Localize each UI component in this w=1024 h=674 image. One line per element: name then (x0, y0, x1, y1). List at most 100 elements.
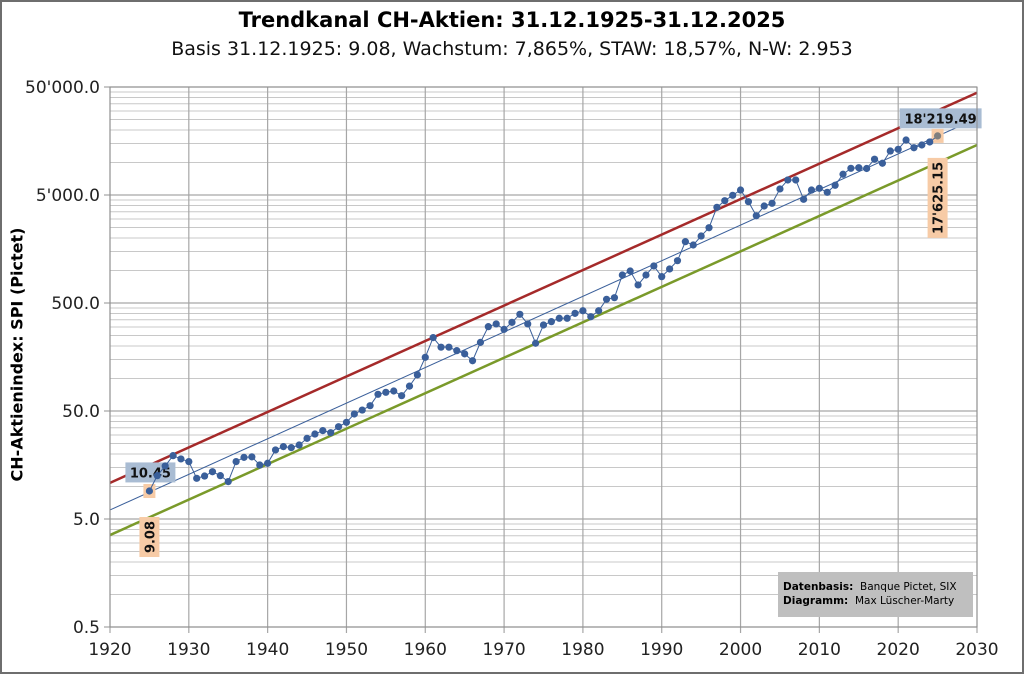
data-point (453, 347, 461, 355)
data-point (768, 199, 776, 207)
y-tick-label: 500.0 (51, 294, 100, 314)
y-tick-label: 5'000.0 (36, 186, 100, 206)
data-point (831, 181, 839, 189)
data-point (161, 462, 169, 470)
y-tick-label: 50.0 (62, 402, 100, 422)
data-point (405, 382, 414, 390)
chart-title: Trendkanal CH-Aktien: 31.12.1925-31.12.2… (238, 8, 786, 32)
data-point (185, 458, 193, 466)
data-point (563, 314, 571, 322)
x-tick-label: 2020 (877, 640, 920, 660)
data-point (287, 444, 295, 452)
data-point (382, 388, 390, 396)
data-point (248, 453, 256, 461)
data-point (713, 203, 721, 211)
data-point (240, 453, 248, 461)
data-point (752, 212, 760, 220)
data-point (484, 323, 492, 331)
data-point (366, 402, 374, 410)
data-point (547, 318, 555, 326)
data-point (358, 406, 366, 414)
data-point (398, 392, 406, 400)
data-point (642, 271, 650, 279)
annotation-label: 18'219.49 (904, 112, 976, 127)
data-point (437, 343, 445, 351)
data-point (792, 176, 800, 184)
data-point (689, 241, 697, 249)
data-point (256, 461, 264, 469)
data-point (271, 446, 280, 454)
data-point (823, 188, 831, 196)
data-point (579, 307, 587, 315)
annotation-label: 10.45 (130, 466, 171, 481)
data-point (902, 136, 910, 144)
data-point (736, 186, 745, 194)
series-line-trend (109, 117, 978, 511)
data-point (516, 310, 524, 318)
source-label: Datenbasis: (783, 581, 854, 593)
data-point (264, 459, 272, 467)
data-point (800, 195, 808, 203)
author-label: Diagramm: (783, 595, 849, 607)
x-tick-label: 1930 (167, 640, 210, 660)
data-point (539, 321, 548, 329)
data-point (926, 138, 934, 146)
data-point (784, 176, 792, 184)
y-tick-label: 50'000.0 (25, 78, 100, 98)
data-point (744, 198, 753, 206)
data-point (524, 320, 532, 328)
data-point (413, 371, 421, 379)
data-point (500, 325, 508, 333)
data-point (374, 390, 382, 398)
annotation-box (899, 108, 982, 129)
data-point (626, 267, 634, 275)
data-point (445, 343, 453, 351)
x-tick-label: 2010 (798, 640, 841, 660)
data-point (870, 155, 879, 163)
data-point (303, 434, 311, 442)
data-point (681, 238, 689, 246)
author-value: Max Lüscher-Marty (854, 595, 955, 607)
annotation-label: 17'625.15 (932, 162, 947, 234)
data-point (666, 265, 674, 273)
data-point (461, 350, 469, 358)
data-point (729, 191, 737, 199)
data-point (658, 273, 666, 281)
data-point (807, 186, 816, 194)
data-point (177, 455, 185, 463)
x-tick-label: 1950 (325, 640, 368, 660)
data-point (933, 132, 942, 140)
data-point (918, 141, 926, 149)
data-point (468, 357, 477, 365)
x-tick-label: 1970 (482, 640, 525, 660)
y-tick-label: 0.5 (73, 618, 100, 638)
data-point (886, 147, 894, 155)
data-point (705, 224, 713, 232)
data-point (216, 472, 224, 480)
data-point (618, 271, 626, 279)
data-point (776, 185, 784, 193)
x-tick-label: 1940 (246, 640, 289, 660)
data-point (169, 452, 177, 460)
data-point (815, 184, 823, 192)
x-tick-label: 2000 (719, 640, 762, 660)
source-value: Banque Pictet, SIX (860, 581, 957, 593)
data-point (587, 313, 595, 321)
data-point (319, 427, 327, 435)
data-point (145, 487, 154, 495)
data-point (334, 423, 343, 431)
data-point (429, 334, 437, 342)
annotation-box (139, 517, 160, 558)
data-point (650, 262, 658, 270)
plot-area-border (109, 86, 978, 628)
data-point (721, 197, 729, 205)
data-point (476, 338, 485, 346)
annotation-label: 9.08 (143, 521, 158, 553)
data-point (421, 353, 429, 361)
data-point (532, 339, 540, 347)
data-point (311, 430, 319, 438)
data-point (847, 164, 855, 172)
data-point (390, 387, 398, 395)
data-point (342, 418, 351, 426)
